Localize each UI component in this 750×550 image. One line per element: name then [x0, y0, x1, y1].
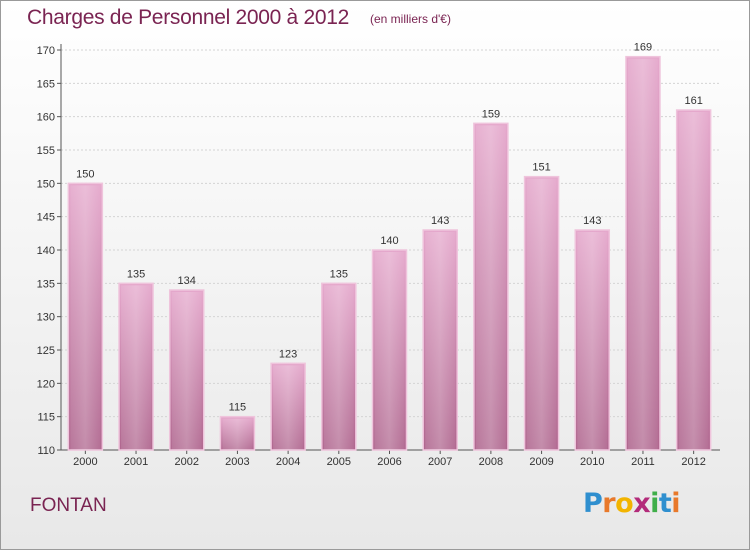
bar-value-label: 123: [279, 348, 297, 360]
bar-highlight: [121, 285, 152, 450]
proxiti-logo: Proxiti: [583, 488, 681, 519]
bar-value-label: 140: [380, 235, 398, 247]
x-tick-label: 2005: [327, 456, 351, 468]
bar-value-label: 151: [532, 162, 550, 174]
logo-letter: P: [583, 488, 603, 519]
x-tick-label: 2004: [276, 456, 300, 468]
bar-value-label: 143: [583, 215, 601, 227]
bar-highlight: [222, 418, 253, 450]
y-tick-label: 150: [37, 178, 55, 190]
logo-letter: i: [671, 488, 681, 519]
bar-highlight: [374, 252, 405, 450]
chart-title: Charges de Personnel 2000 à 2012: [27, 6, 349, 29]
bar-value-label: 169: [634, 42, 652, 54]
bars: [67, 55, 712, 451]
bar-highlight: [425, 232, 456, 450]
logo-letter: x: [633, 488, 651, 519]
x-tick-label: 2002: [174, 456, 198, 468]
y-tick-label: 140: [37, 245, 55, 257]
bar-value-label: 135: [127, 268, 145, 280]
bar-highlight: [273, 365, 304, 450]
x-tick-label: 2008: [479, 456, 503, 468]
x-tick-label: 2003: [225, 456, 249, 468]
bar-value-label: 134: [178, 275, 196, 287]
bar-highlight: [475, 125, 506, 450]
bar-value-label: 150: [76, 168, 94, 180]
bar-value-label: 115: [229, 402, 247, 414]
x-tick-label: 2010: [580, 456, 604, 468]
chart-subtitle: (en milliers d'€): [370, 12, 451, 26]
x-tick-label: 2000: [73, 456, 97, 468]
y-tick-label: 120: [37, 378, 55, 390]
x-tick-label: 2006: [377, 456, 401, 468]
y-tick-label: 165: [37, 78, 55, 90]
logo-letter: t: [658, 488, 672, 519]
bar-value-label: 159: [482, 108, 500, 120]
x-tick-label: 2009: [529, 456, 553, 468]
bar-highlight: [526, 178, 557, 450]
commune-name: FONTAN: [30, 495, 107, 516]
bar-highlight: [323, 285, 354, 450]
y-tick-label: 145: [37, 212, 55, 224]
logo-letter: i: [650, 488, 659, 519]
y-tick-label: 115: [37, 412, 55, 424]
y-tick-label: 125: [37, 345, 55, 357]
logo-letter: o: [615, 488, 634, 519]
bar-highlight: [627, 58, 658, 451]
y-tick-label: 130: [37, 312, 55, 324]
logo-letter: r: [602, 488, 616, 519]
x-tick-label: 2012: [681, 456, 705, 468]
y-tick-label: 155: [37, 145, 55, 157]
y-tick-label: 160: [37, 112, 55, 124]
bar-value-label: 135: [330, 268, 348, 280]
y-tick-label: 135: [37, 278, 55, 290]
y-tick-label: 110: [37, 445, 55, 457]
x-tick-label: 2001: [124, 456, 148, 468]
bar-value-label: 161: [684, 95, 702, 107]
y-tick-label: 170: [37, 45, 55, 57]
bar-highlight: [577, 232, 608, 450]
labels: 110 115 120 125 130 135 140 145 150 155 160 165 170 1…: [37, 42, 706, 468]
bar-highlight: [678, 112, 709, 450]
bar-highlight: [171, 292, 202, 450]
bar-value-label: 143: [431, 215, 449, 227]
bar-highlight: [70, 185, 101, 451]
x-tick-label: 2007: [428, 456, 452, 468]
x-tick-label: 2011: [631, 456, 655, 468]
